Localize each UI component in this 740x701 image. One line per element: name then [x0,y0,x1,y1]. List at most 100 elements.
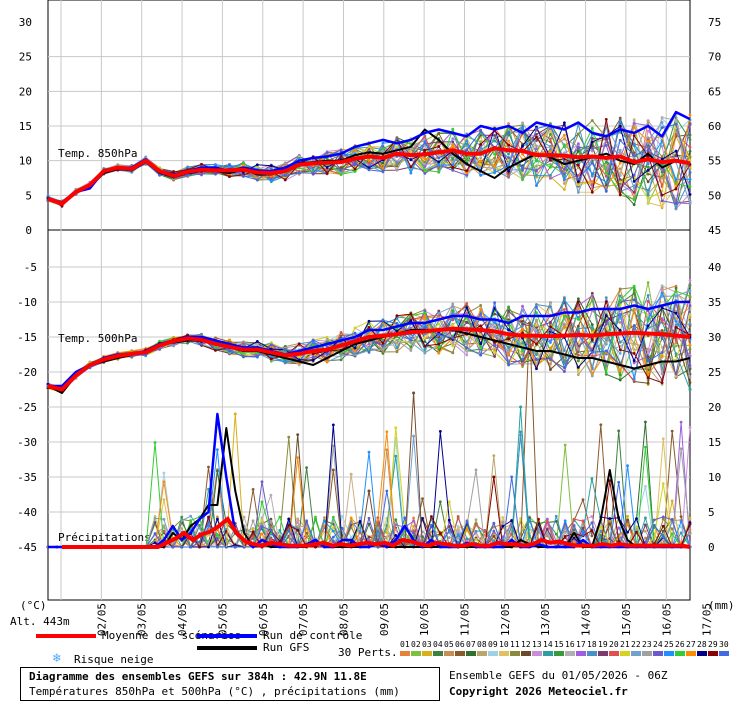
member-line-500-point [312,359,315,362]
x-tick-label: 17/05 [701,603,714,636]
member-line-precip-point [216,518,219,521]
member-line-850-point [256,178,259,181]
member-line-500-point [633,377,636,380]
member-line-500-point [326,361,329,364]
member-line-850-point [144,156,147,159]
member-line-850-point [535,184,538,187]
member-line-precip-point [555,533,558,536]
member-line-850-point [549,130,552,133]
member-line-850-point [521,178,524,181]
member-line-850-point [633,126,636,129]
member-line-850-point [396,169,399,172]
member-line-850-point [493,165,496,168]
member-line-500-point [409,341,412,344]
member-line-500-point [535,353,538,356]
member-line-850-point [507,131,510,134]
member-line-500-point [661,381,664,384]
member-line-precip-point [412,520,415,523]
member-line-500-point [256,356,259,359]
member-line-850-point [507,156,510,159]
member-line-precip-point [287,517,290,520]
member-line-500-point [521,364,524,367]
member-line-500-point [549,347,552,350]
member-line-850-point [563,182,566,185]
member-line-850-point [563,188,566,191]
member-line-500-point [451,324,454,327]
member-line-precip-point [466,527,469,530]
member-line-500-point [633,285,636,288]
member-line-500-point [605,300,608,303]
panel-label-precip: Précipitations [58,531,151,544]
member-line-850-point [368,162,371,165]
member-line-500-point [591,323,594,326]
member-line-precip-point [626,523,629,526]
member-line-precip-point [582,520,585,523]
member-line-850-point [521,126,524,129]
member-line-850-point [563,144,566,147]
member-line-850-point [619,120,622,123]
member-line-precip-point [546,528,549,531]
member-line-precip-point [528,518,531,521]
member-line-500-point [354,350,357,353]
member-line-precip-point [341,515,344,518]
member-line-850-point [661,121,664,124]
member-line-precip-point [564,444,567,447]
member-line-500-point [675,352,678,355]
member-line-500-point [437,333,440,336]
member-line-850-point [368,159,371,162]
member-line-850-point [647,169,650,172]
member-line-precip-point [519,431,522,434]
member-line-500-point [437,343,440,346]
member-line-precip-point [154,441,157,444]
y-tick-500: -10 [17,296,37,309]
member-line-precip-point [412,435,415,438]
member-line-850-point [689,133,692,136]
member-line-500-point [284,360,287,363]
x-tick-label: 09/05 [378,603,391,636]
member-line-precip-point [207,546,210,549]
y-tick-right: 15 [708,436,721,449]
member-line-850-point [591,175,594,178]
member-line-500-point [465,306,468,309]
member-line-precip-point [599,526,602,529]
member-line-precip-point [626,515,629,518]
member-line-precip-point [626,464,629,467]
member-line-500-point [605,314,608,317]
member-line-850-point [675,133,678,136]
member-line-precip-point [394,455,397,458]
member-line-850-point [507,153,510,156]
member-line-850-point [340,149,343,152]
member-line-850-point [382,161,385,164]
member-line-850-point [340,155,343,158]
member-line-500-point [521,323,524,326]
x-tick-label: 13/05 [539,603,552,636]
member-line-500-point [619,369,622,372]
member-line-500-point [423,336,426,339]
member-line-500-point [521,327,524,330]
member-line-500-point [577,327,580,330]
member-line-precip-point [582,498,585,501]
x-tick-label: 14/05 [580,603,593,636]
member-line-850-point [298,172,301,175]
member-line-500-point [619,299,622,302]
member-line-500-point [437,339,440,342]
member-line-850-point [549,166,552,169]
y-tick-right: 45 [708,224,721,237]
member-line-850-point [507,140,510,143]
member-line-500-point [647,382,650,385]
member-line-850-point [689,114,692,117]
member-line-precip-point [163,480,166,483]
member-line-precip-point [671,430,674,433]
y-tick-500: -30 [17,436,37,449]
member-line-850-point [479,174,482,177]
member-line-500-point [619,341,622,344]
member-line-precip-point [252,488,255,491]
member-line-500-point [619,329,622,332]
member-line-500-point [563,349,566,352]
member-line-precip-point [261,532,264,535]
member-line-500-point [535,324,538,327]
x-tick-label: 10/05 [418,603,431,636]
member-line-500-point [577,330,580,333]
y-tick-850: 10 [19,155,32,168]
member-line-850-point [619,180,622,183]
